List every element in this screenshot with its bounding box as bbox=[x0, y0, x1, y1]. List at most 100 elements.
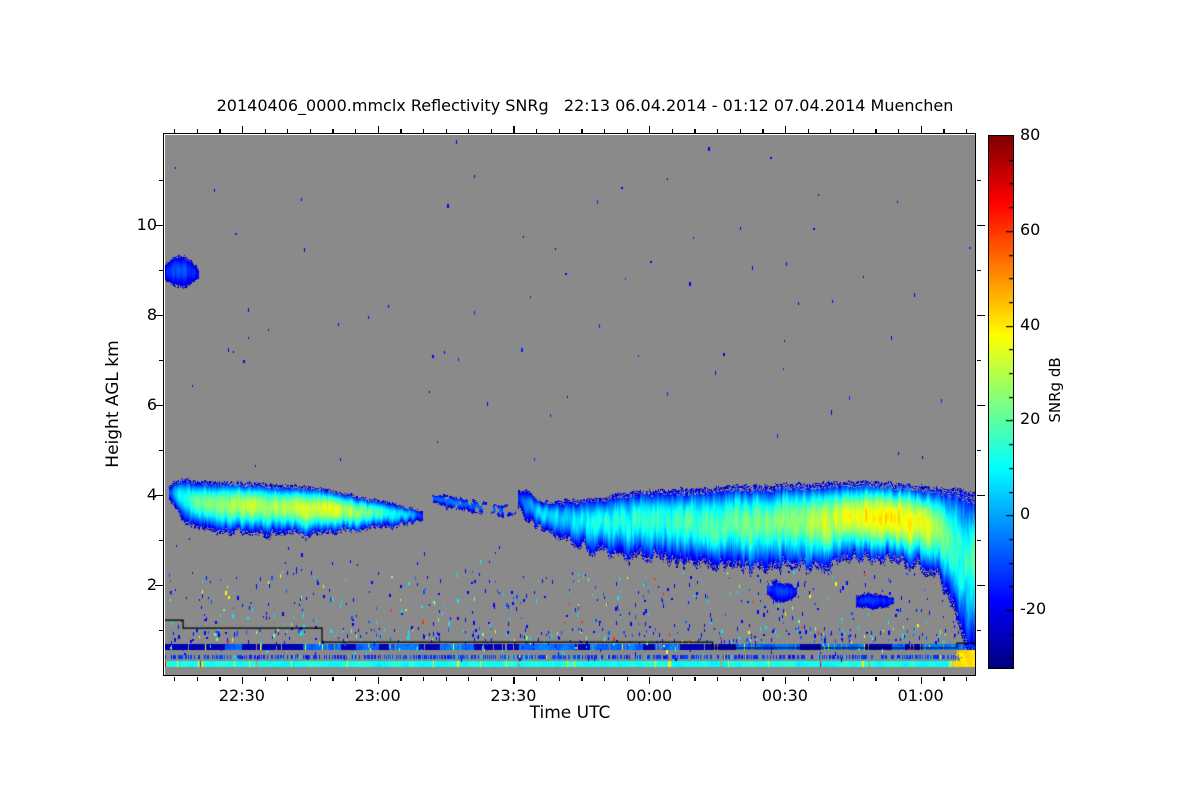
tick-mark bbox=[377, 126, 379, 133]
colorbar-tick-label: 80 bbox=[1020, 125, 1041, 144]
tick-mark bbox=[875, 677, 877, 681]
tick-mark bbox=[581, 129, 583, 133]
tick-mark bbox=[920, 126, 922, 133]
tick-mark bbox=[898, 677, 900, 681]
tick-mark bbox=[155, 405, 163, 407]
tick-mark bbox=[977, 360, 981, 362]
y-tick-label: 6 bbox=[146, 395, 157, 414]
x-tick-label: 00:00 bbox=[626, 686, 673, 705]
tick-mark bbox=[159, 270, 163, 272]
tick-mark bbox=[445, 677, 447, 681]
tick-mark bbox=[159, 450, 163, 452]
tick-mark bbox=[196, 129, 198, 133]
tick-mark bbox=[965, 129, 968, 133]
tick-mark bbox=[977, 585, 985, 587]
tick-mark bbox=[287, 677, 289, 681]
tick-mark bbox=[490, 677, 493, 681]
tick-mark bbox=[977, 540, 981, 542]
tick-mark bbox=[287, 129, 289, 133]
tick-mark bbox=[603, 129, 606, 133]
tick-mark bbox=[784, 126, 787, 133]
colorbar-tick-label: 0 bbox=[1020, 504, 1031, 524]
tick-mark bbox=[649, 677, 651, 684]
tick-mark bbox=[377, 677, 379, 684]
y-tick-label: 4 bbox=[146, 485, 157, 504]
tick-mark bbox=[513, 677, 515, 684]
tick-mark bbox=[355, 129, 357, 133]
colorbar-tick-label: 20 bbox=[1020, 409, 1041, 429]
tick-mark bbox=[739, 129, 741, 133]
tick-mark bbox=[155, 315, 163, 317]
tick-mark bbox=[830, 129, 832, 133]
tick-mark bbox=[626, 129, 628, 133]
tick-mark bbox=[977, 225, 985, 227]
tick-mark bbox=[965, 677, 968, 681]
tick-mark bbox=[649, 126, 651, 133]
tick-mark bbox=[159, 360, 163, 362]
tick-mark bbox=[536, 677, 538, 681]
x-tick-label: 22:30 bbox=[218, 686, 265, 705]
tick-mark bbox=[422, 677, 425, 681]
tick-mark bbox=[422, 129, 425, 133]
tick-mark bbox=[977, 450, 981, 452]
tick-mark bbox=[219, 129, 221, 133]
tick-mark bbox=[943, 677, 945, 681]
tick-mark bbox=[717, 677, 719, 681]
tick-mark bbox=[241, 677, 244, 684]
plot-title: 20140406_0000.mmclx Reflectivity SNRg 22… bbox=[216, 96, 954, 115]
tick-mark bbox=[694, 129, 696, 133]
x-tick-label: 01:00 bbox=[897, 686, 944, 705]
x-tick-label: 23:30 bbox=[490, 686, 537, 705]
tick-mark bbox=[626, 677, 628, 681]
tick-mark bbox=[400, 129, 402, 133]
tick-mark bbox=[332, 677, 334, 681]
tick-mark bbox=[581, 677, 583, 681]
tick-mark bbox=[241, 126, 244, 133]
y-tick-label: 2 bbox=[146, 575, 157, 594]
tick-mark bbox=[174, 129, 176, 133]
tick-mark bbox=[490, 129, 493, 133]
tick-mark bbox=[977, 405, 985, 407]
tick-mark bbox=[468, 677, 470, 681]
colorbar-tick-label: -20 bbox=[1020, 599, 1047, 619]
tick-mark bbox=[159, 180, 163, 182]
tick-mark bbox=[309, 677, 312, 681]
tick-mark bbox=[536, 129, 538, 133]
tick-mark bbox=[332, 129, 334, 133]
tick-mark bbox=[875, 129, 877, 133]
tick-mark bbox=[155, 225, 163, 227]
tick-mark bbox=[977, 630, 981, 632]
tick-mark bbox=[196, 677, 198, 681]
tick-mark bbox=[513, 126, 515, 133]
x-tick-label: 00:30 bbox=[761, 686, 808, 705]
tick-mark bbox=[762, 129, 764, 133]
tick-mark bbox=[671, 129, 674, 133]
tick-mark bbox=[807, 129, 809, 133]
tick-mark bbox=[807, 677, 809, 681]
tick-mark bbox=[558, 129, 560, 133]
tick-mark bbox=[852, 129, 855, 133]
tick-mark bbox=[694, 677, 696, 681]
tick-mark bbox=[445, 129, 447, 133]
tick-mark bbox=[264, 129, 266, 133]
tick-mark bbox=[558, 677, 560, 681]
tick-mark bbox=[784, 677, 787, 684]
tick-mark bbox=[898, 129, 900, 133]
tick-mark bbox=[977, 180, 981, 182]
x-axis-label: Time UTC bbox=[529, 703, 611, 723]
tick-mark bbox=[739, 677, 741, 681]
tick-mark bbox=[671, 677, 674, 681]
colorbar-tick-label: 60 bbox=[1020, 219, 1041, 239]
tick-mark bbox=[852, 677, 855, 681]
tick-mark bbox=[977, 270, 981, 272]
tick-mark bbox=[943, 129, 945, 133]
tick-mark bbox=[603, 677, 606, 681]
y-tick-label: 10 bbox=[136, 215, 157, 234]
tick-mark bbox=[355, 677, 357, 681]
tick-mark bbox=[155, 495, 163, 497]
y-tick-label: 8 bbox=[146, 305, 157, 324]
tick-mark bbox=[155, 585, 163, 587]
tick-mark bbox=[468, 129, 470, 133]
tick-mark bbox=[920, 677, 922, 684]
